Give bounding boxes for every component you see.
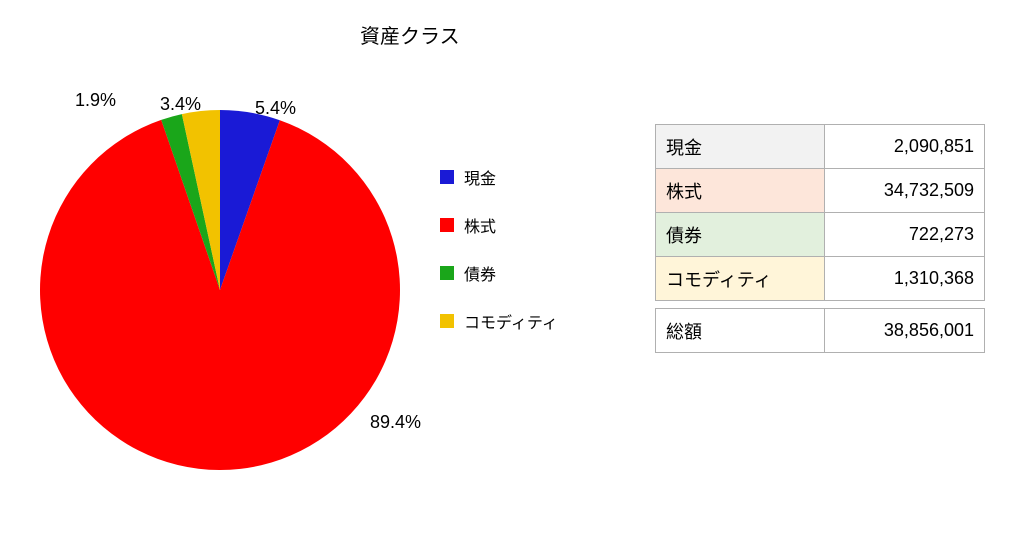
pie-chart: 5.4% 89.4% 1.9% 3.4% (30, 100, 410, 480)
table-cell-label: コモディティ (656, 257, 825, 301)
table-cell-label: 株式 (656, 169, 825, 213)
slice-label-cash: 5.4% (255, 98, 296, 119)
table-row: 現金 2,090,851 (656, 125, 985, 169)
table-cell-value: 722,273 (825, 213, 985, 257)
legend-label: 債券 (464, 261, 496, 285)
legend-label: コモディティ (464, 309, 558, 333)
legend-item-stock: 株式 (440, 213, 558, 237)
table-cell-label: 債券 (656, 213, 825, 257)
legend-swatch-icon (440, 218, 454, 232)
legend: 現金 株式 債券 コモディティ (440, 165, 558, 357)
table-cell-value: 34,732,509 (825, 169, 985, 213)
table-cell-value: 2,090,851 (825, 125, 985, 169)
table-cell-value: 1,310,368 (825, 257, 985, 301)
legend-label: 現金 (464, 165, 496, 189)
table-row: コモディティ 1,310,368 (656, 257, 985, 301)
legend-item-cash: 現金 (440, 165, 558, 189)
table-cell-label: 現金 (656, 125, 825, 169)
slice-label-stock: 89.4% (370, 412, 421, 433)
legend-swatch-icon (440, 170, 454, 184)
legend-label: 株式 (464, 213, 496, 237)
asset-table: 現金 2,090,851 株式 34,732,509 債券 722,273 コモ… (655, 124, 985, 353)
slice-label-bond: 1.9% (75, 90, 116, 111)
legend-item-bond: 債券 (440, 261, 558, 285)
table-row: 株式 34,732,509 (656, 169, 985, 213)
chart-title: 資産クラス (360, 20, 460, 49)
table-row: 債券 722,273 (656, 213, 985, 257)
table-cell-label: 総額 (656, 309, 825, 353)
slice-label-commodity: 3.4% (160, 94, 201, 115)
legend-item-commodity: コモディティ (440, 309, 558, 333)
table-row-total: 総額 38,856,001 (656, 309, 985, 353)
legend-swatch-icon (440, 314, 454, 328)
legend-swatch-icon (440, 266, 454, 280)
table-cell-value: 38,856,001 (825, 309, 985, 353)
